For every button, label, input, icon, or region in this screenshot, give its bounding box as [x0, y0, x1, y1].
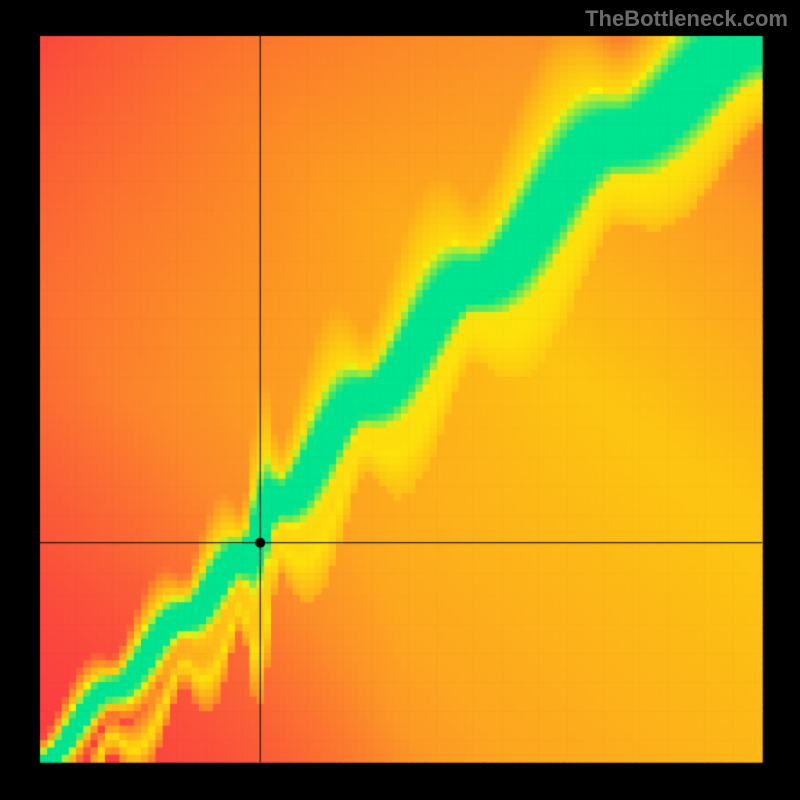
bottleneck-heatmap	[0, 0, 800, 800]
chart-container: TheBottleneck.com	[0, 0, 800, 800]
watermark-text: TheBottleneck.com	[585, 6, 788, 32]
